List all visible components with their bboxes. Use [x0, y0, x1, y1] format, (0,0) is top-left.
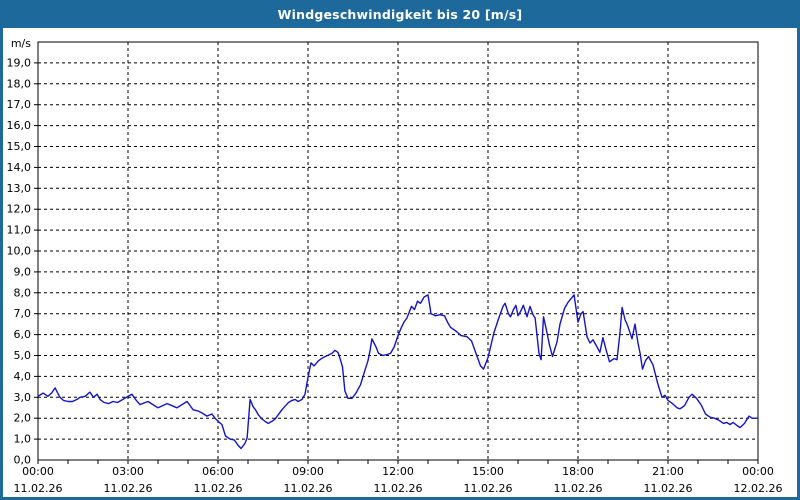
x-tick-date-label: 11.02.26: [194, 482, 243, 495]
y-tick-label: 4,0: [14, 370, 32, 383]
x-tick-date-label: 11.02.26: [644, 482, 693, 495]
y-tick-label: 8,0: [14, 286, 32, 299]
x-tick-date-label: 11.02.26: [104, 482, 153, 495]
axis-ticks: [34, 62, 759, 464]
x-tick-time-label: 15:00: [472, 465, 504, 478]
y-tick-label: 3,0: [14, 391, 32, 404]
y-tick-label: 14,0: [7, 161, 32, 174]
x-tick-date-label: 11.02.26: [284, 482, 333, 495]
window-title: Windgeschwindigkeit bis 20 [m/s]: [277, 6, 523, 22]
x-tick-time-label: 18:00: [562, 465, 594, 478]
x-tick-time-label: 09:00: [292, 465, 324, 478]
y-tick-label: 2,0: [14, 412, 32, 425]
y-tick-label: 1,0: [14, 433, 32, 446]
y-tick-label: 6,0: [14, 328, 32, 341]
x-tick-date-label: 11.02.26: [374, 482, 423, 495]
x-axis-labels: 00:00 11.02.26 03:00 11.02.26 06:00 11.02.26 0…: [14, 465, 783, 495]
y-tick-label: 11,0: [7, 224, 32, 237]
y-tick-label: 18,0: [7, 77, 32, 90]
x-tick-time-label: 06:00: [202, 465, 234, 478]
x-tick-time-label: 12:00: [382, 465, 414, 478]
x-tick-date-label: 12.02.26: [734, 482, 783, 495]
y-tick-label: 16,0: [7, 119, 32, 132]
gridlines: [38, 42, 758, 460]
y-tick-label: 17,0: [7, 98, 32, 111]
x-tick-date-label: 11.02.26: [554, 482, 603, 495]
y-axis-labels: 0,0 1,0 2,0 3,0 4,0 5,0 6,0 7,0 8,0 9,0 10,0 11,0 12…: [7, 56, 32, 466]
y-axis-unit-label: m/s: [11, 37, 31, 50]
wind-speed-line: [37, 294, 758, 450]
y-tick-label: 0,0: [14, 454, 32, 467]
y-tick-label: 7,0: [14, 307, 32, 320]
chart-area: 0,0 1,0 2,0 3,0 4,0 5,0 6,0 7,0 8,0 9,0 10,0 11,0 12…: [0, 28, 800, 500]
x-tick-date-label: 11.02.26: [14, 482, 63, 495]
x-tick-time-label: 03:00: [112, 465, 144, 478]
y-tick-label: 5,0: [14, 349, 32, 362]
x-tick-date-label: 11.02.26: [464, 482, 513, 495]
x-tick-time-label: 00:00: [22, 465, 54, 478]
x-tick-time-label: 21:00: [652, 465, 684, 478]
y-tick-label: 12,0: [7, 203, 32, 216]
x-tick-time-label: 00:00: [742, 465, 774, 478]
window-titlebar: Windgeschwindigkeit bis 20 [m/s]: [0, 0, 800, 28]
y-tick-label: 13,0: [7, 182, 32, 195]
y-tick-label: 9,0: [14, 265, 32, 278]
y-tick-label: 10,0: [7, 245, 32, 258]
y-tick-label: 19,0: [7, 56, 32, 69]
wind-speed-chart: 0,0 1,0 2,0 3,0 4,0 5,0 6,0 7,0 8,0 9,0 10,0 11,0 12…: [7, 37, 783, 495]
y-tick-label: 15,0: [7, 140, 32, 153]
